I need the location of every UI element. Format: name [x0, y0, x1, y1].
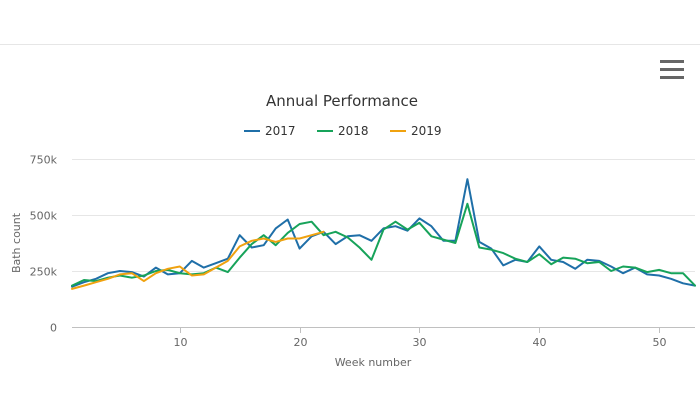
legend-item-2018: 2018 [338, 124, 369, 138]
y-tick-label: 0 [50, 322, 57, 335]
x-axis: 10 20 30 40 50 [174, 327, 667, 349]
x-tick-label: 30 [413, 336, 427, 349]
header-divider [0, 44, 700, 45]
series-group [71, 178, 696, 290]
menu-bar-line [660, 68, 684, 71]
x-axis-title: Week number [335, 356, 412, 369]
y-axis-title: Bath count [10, 212, 23, 273]
x-tick-label: 10 [174, 336, 188, 349]
menu-bar-line [660, 76, 684, 79]
legend-item-2017: 2017 [265, 124, 296, 138]
series-line-2019 [71, 230, 325, 290]
y-axis: 0 250k 500k 750k [30, 154, 58, 335]
y-tick-label: 250k [30, 266, 58, 279]
legend: 2017 2018 2019 [244, 124, 442, 138]
series-line-2018 [71, 202, 696, 287]
x-tick-label: 20 [294, 336, 308, 349]
series-line-2017 [71, 178, 696, 288]
legend-item-2019: 2019 [411, 124, 442, 138]
menu-bar-line [660, 60, 684, 63]
grid [72, 159, 695, 328]
hamburger-menu-icon[interactable] [660, 60, 686, 82]
x-tick-label: 40 [533, 336, 547, 349]
y-tick-label: 500k [30, 210, 58, 223]
chart-title: Annual Performance [266, 92, 418, 110]
y-tick-label: 750k [30, 154, 58, 167]
x-tick-label: 50 [653, 336, 667, 349]
